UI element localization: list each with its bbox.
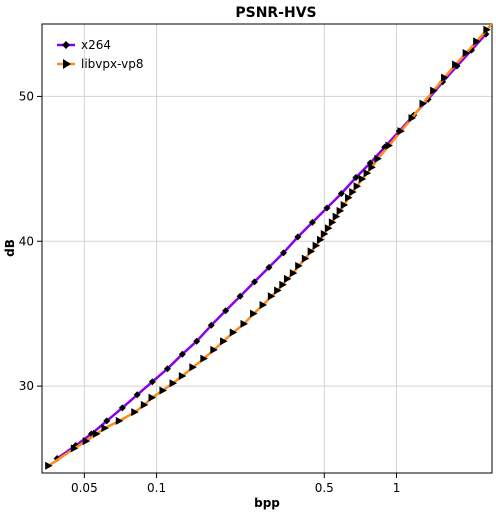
data-point-libvpx-vp8	[353, 182, 362, 191]
data-point-libvpx-vp8	[240, 319, 249, 328]
data-point-x264	[236, 292, 244, 300]
data-point-libvpx-vp8	[358, 174, 367, 183]
data-point-libvpx-vp8	[363, 169, 372, 178]
legend: x264 libvpx-vp8	[57, 38, 143, 71]
data-point-libvpx-vp8	[189, 363, 197, 372]
data-point-libvpx-vp8	[483, 25, 491, 34]
legend-marker-libvpx-vp8	[63, 59, 71, 69]
data-point-x264	[251, 278, 259, 286]
data-point-libvpx-vp8	[441, 73, 449, 82]
legend-marker-x264	[62, 41, 70, 49]
data-point-libvpx-vp8	[93, 429, 101, 438]
y-tick-label: 40	[19, 234, 34, 248]
data-point-libvpx-vp8	[115, 416, 124, 425]
series-line-libvpx-vp8	[47, 24, 492, 467]
legend-label-x264: x264	[81, 38, 111, 52]
x-tick-label: 0.1	[147, 481, 166, 495]
data-point-libvpx-vp8	[430, 86, 438, 95]
data-point-libvpx-vp8	[316, 235, 325, 244]
data-point-x264	[148, 378, 156, 386]
data-point-libvpx-vp8	[374, 154, 382, 163]
legend-item-libvpx-vp8: libvpx-vp8	[57, 57, 143, 71]
data-point-libvpx-vp8	[279, 280, 287, 289]
legend-item-x264: x264	[57, 38, 111, 52]
series-libvpx-vp8	[45, 16, 496, 470]
series-line-x264	[56, 33, 487, 460]
data-point-libvpx-vp8	[492, 16, 496, 24]
data-point-libvpx-vp8	[70, 444, 79, 453]
data-point-libvpx-vp8	[408, 114, 417, 123]
data-point-libvpx-vp8	[345, 193, 353, 202]
y-tick-label: 50	[19, 89, 34, 103]
data-point-libvpx-vp8	[324, 224, 333, 233]
legend-label-libvpx-vp8: libvpx-vp8	[81, 57, 143, 71]
y-tick-label: 30	[19, 379, 34, 393]
data-point-libvpx-vp8	[307, 247, 316, 256]
axis-ticks: 0.05 0.1 0.5 1 30 40 50	[19, 89, 401, 495]
data-point-libvpx-vp8	[332, 212, 341, 221]
data-point-libvpx-vp8	[169, 379, 178, 388]
data-point-libvpx-vp8	[45, 461, 53, 470]
x-tick-label: 0.5	[315, 481, 334, 495]
data-point-libvpx-vp8	[328, 218, 337, 227]
data-point-x264	[207, 321, 215, 329]
data-point-libvpx-vp8	[462, 48, 471, 57]
data-point-libvpx-vp8	[229, 328, 238, 337]
data-point-libvpx-vp8	[301, 254, 310, 263]
data-point-libvpx-vp8	[312, 241, 321, 250]
data-point-x264	[133, 391, 141, 399]
data-point-libvpx-vp8	[148, 393, 157, 402]
data-point-libvpx-vp8	[267, 292, 276, 301]
data-point-x264	[178, 350, 186, 358]
data-point-libvpx-vp8	[101, 424, 109, 433]
series-layer	[45, 16, 496, 470]
grid-lines	[42, 24, 492, 473]
data-point-libvpx-vp8	[349, 188, 357, 197]
data-point-x264	[265, 263, 273, 271]
data-point-x264	[222, 307, 230, 315]
data-point-libvpx-vp8	[140, 400, 149, 409]
data-point-libvpx-vp8	[159, 386, 167, 395]
data-point-libvpx-vp8	[82, 437, 91, 446]
chart-title: PSNR-HVS	[235, 5, 316, 21]
data-point-libvpx-vp8	[368, 163, 376, 172]
data-point-x264	[323, 204, 331, 212]
data-point-libvpx-vp8	[283, 274, 292, 283]
data-point-libvpx-vp8	[385, 141, 393, 150]
x-tick-label: 1	[393, 481, 401, 495]
data-point-libvpx-vp8	[320, 230, 329, 239]
data-point-libvpx-vp8	[473, 37, 481, 46]
data-point-libvpx-vp8	[336, 206, 345, 215]
data-point-libvpx-vp8	[210, 345, 218, 354]
data-point-libvpx-vp8	[250, 309, 258, 318]
data-point-x264	[294, 233, 302, 241]
data-point-libvpx-vp8	[397, 127, 405, 136]
data-point-x264	[118, 404, 126, 412]
data-point-libvpx-vp8	[340, 201, 349, 210]
x-tick-label: 0.05	[71, 481, 98, 495]
y-axis-label: dB	[3, 239, 17, 257]
data-point-x264	[279, 249, 287, 257]
data-point-x264	[163, 365, 171, 373]
data-point-x264	[103, 417, 111, 425]
data-point-x264	[193, 337, 201, 345]
data-point-libvpx-vp8	[178, 371, 187, 380]
data-point-libvpx-vp8	[274, 286, 282, 295]
data-point-libvpx-vp8	[200, 354, 208, 363]
data-point-libvpx-vp8	[289, 269, 298, 278]
plot-frame	[41, 23, 493, 474]
data-point-libvpx-vp8	[220, 337, 228, 346]
data-point-libvpx-vp8	[452, 60, 460, 69]
data-point-libvpx-vp8	[259, 300, 268, 309]
data-point-x264	[352, 174, 360, 182]
data-point-x264	[308, 218, 316, 226]
data-point-libvpx-vp8	[131, 408, 139, 417]
data-point-x264	[337, 189, 345, 197]
data-point-libvpx-vp8	[419, 99, 427, 108]
data-point-libvpx-vp8	[295, 261, 303, 270]
x-axis-label: bpp	[254, 496, 280, 510]
series-x264	[53, 30, 490, 463]
